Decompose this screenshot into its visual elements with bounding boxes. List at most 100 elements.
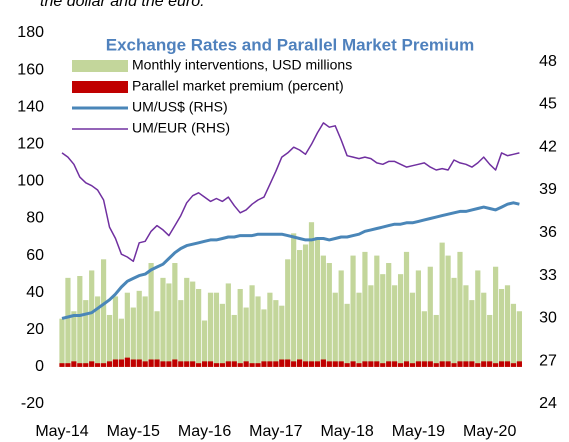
bar xyxy=(397,274,404,367)
x-tick-label: May-18 xyxy=(320,423,373,440)
y-tick-label: 120 xyxy=(17,136,44,153)
y-tick-label: 0 xyxy=(35,358,44,375)
bar xyxy=(166,283,172,367)
bar xyxy=(439,242,445,367)
y2-tick-label: 39 xyxy=(539,181,557,198)
bar xyxy=(172,263,178,367)
bar xyxy=(386,263,392,367)
y-tick-label: 40 xyxy=(26,284,44,301)
bar xyxy=(409,292,416,367)
bar xyxy=(196,363,202,367)
bar xyxy=(415,361,421,367)
bar xyxy=(320,359,326,367)
bar xyxy=(433,314,439,367)
bar xyxy=(100,363,107,367)
bar xyxy=(403,251,410,367)
x-tick-label: May-17 xyxy=(249,423,302,440)
bar xyxy=(118,318,124,367)
bar xyxy=(249,363,255,367)
legend-label: UM/US$ (RHS) xyxy=(132,99,228,115)
bar xyxy=(332,361,338,367)
bar xyxy=(469,300,475,367)
bar xyxy=(421,361,427,367)
bar xyxy=(142,361,148,367)
bar xyxy=(160,361,166,367)
bar xyxy=(148,359,154,367)
bar xyxy=(409,363,416,367)
y-tick-label: -20 xyxy=(21,395,44,412)
bar xyxy=(427,266,433,367)
bar xyxy=(142,296,148,367)
bar xyxy=(130,359,136,367)
bar xyxy=(225,283,231,367)
y-tick-label: 60 xyxy=(26,247,44,264)
x-tick-label: May-16 xyxy=(178,423,231,440)
bar xyxy=(427,361,433,367)
bar xyxy=(273,361,279,367)
bar xyxy=(77,363,83,367)
bar xyxy=(368,285,374,367)
bar xyxy=(130,307,136,367)
bar xyxy=(439,361,445,367)
y-tick-label: 140 xyxy=(17,98,44,115)
bar xyxy=(285,359,291,367)
bar xyxy=(89,270,95,367)
bar xyxy=(504,361,511,367)
bar xyxy=(397,363,404,367)
bar xyxy=(261,309,267,367)
bar xyxy=(487,314,493,367)
bar xyxy=(338,361,344,367)
bar xyxy=(362,361,368,367)
bar xyxy=(415,270,421,367)
bar xyxy=(297,359,303,367)
bar xyxy=(213,292,220,367)
bar xyxy=(249,285,255,367)
bar xyxy=(516,311,522,367)
bar xyxy=(190,281,196,367)
y2-tick-label: 42 xyxy=(539,138,557,155)
bar xyxy=(487,361,493,367)
bar xyxy=(219,363,225,367)
bar xyxy=(344,363,350,367)
y2-tick-label: 48 xyxy=(539,53,557,70)
subtitle: the dollar and the euro. xyxy=(40,0,205,10)
bar xyxy=(279,305,285,367)
bar xyxy=(106,314,113,367)
bar xyxy=(172,359,178,367)
bar xyxy=(356,292,362,367)
bar xyxy=(332,292,338,367)
bar xyxy=(231,361,237,367)
bar xyxy=(243,307,249,367)
bar xyxy=(201,361,208,367)
bar xyxy=(463,285,469,367)
bar xyxy=(77,276,83,367)
bar xyxy=(493,363,499,367)
bar xyxy=(463,361,469,367)
legend-swatch xyxy=(72,60,128,72)
bar xyxy=(326,361,332,367)
bar xyxy=(237,363,243,367)
bar xyxy=(59,363,65,367)
bar xyxy=(106,361,113,367)
bar xyxy=(350,361,356,367)
bar xyxy=(83,363,89,367)
y-tick-label: 180 xyxy=(17,24,44,41)
bar xyxy=(112,296,119,367)
bar xyxy=(261,361,267,367)
x-tick-label: May-14 xyxy=(35,423,88,440)
bar xyxy=(291,233,297,367)
bar xyxy=(154,359,160,367)
bar xyxy=(445,361,451,367)
bar xyxy=(83,300,89,367)
bar xyxy=(481,292,487,367)
bar xyxy=(267,292,273,367)
bar xyxy=(207,292,214,367)
bar xyxy=(510,363,517,367)
bar xyxy=(475,363,481,367)
bar xyxy=(184,361,190,367)
bar xyxy=(516,361,522,367)
bar xyxy=(255,363,261,367)
bar xyxy=(136,359,142,367)
y-tick-label: 100 xyxy=(17,173,44,190)
